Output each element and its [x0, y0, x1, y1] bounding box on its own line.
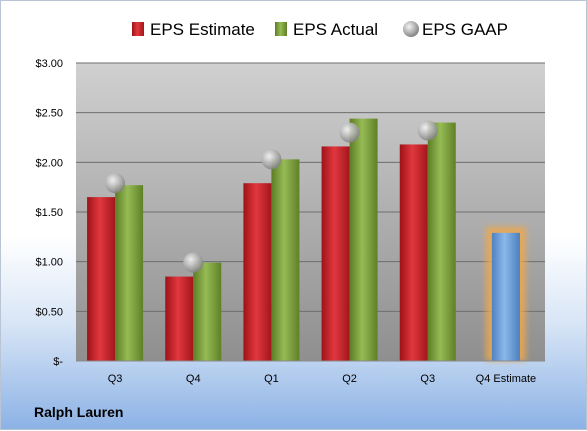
y-tick-label: $1.00 — [35, 257, 63, 269]
legend-swatch — [275, 22, 287, 36]
x-tick-label: Q4 — [186, 373, 201, 385]
legend-label: EPS Actual — [293, 20, 378, 39]
x-tick-label: Q3 — [420, 373, 435, 385]
x-tick-label: Q2 — [342, 373, 357, 385]
eps-gaap-marker — [183, 252, 204, 273]
legend-label: EPS Estimate — [150, 20, 255, 39]
x-tick-label: Q1 — [264, 373, 279, 385]
x-tick-label: Q4 Estimate — [476, 373, 537, 385]
legend-swatch — [403, 21, 419, 37]
y-tick-label: $1.50 — [35, 207, 63, 219]
eps-gaap-marker — [261, 149, 282, 170]
eps-actual-bar — [193, 262, 222, 361]
eps-estimate-bar — [321, 146, 350, 361]
company-label: Ralph Lauren — [34, 404, 124, 420]
eps-actual-bar — [427, 122, 456, 361]
eps-estimate-bar — [165, 276, 194, 361]
eps-actual-bar — [271, 159, 300, 361]
eps-gaap-marker — [417, 120, 438, 141]
y-tick-label: $3.00 — [35, 58, 63, 70]
eps-actual-bar — [349, 118, 378, 361]
y-tick-label: $- — [53, 356, 63, 368]
eps-actual-bar — [115, 185, 144, 361]
x-tick-label: Q3 — [108, 373, 123, 385]
y-tick-label: $2.00 — [35, 157, 63, 169]
legend-label: EPS GAAP — [422, 20, 508, 39]
eps-gaap-marker — [105, 173, 126, 194]
eps-estimate-bar — [243, 183, 272, 361]
y-tick-label: $2.50 — [35, 108, 63, 120]
eps-estimate-bar — [399, 144, 428, 361]
eps-gaap-marker — [339, 122, 360, 143]
legend-swatch — [132, 22, 144, 36]
eps-forecast-bar — [491, 232, 520, 361]
eps-estimate-bar — [87, 197, 116, 361]
y-tick-label: $0.50 — [35, 306, 63, 318]
